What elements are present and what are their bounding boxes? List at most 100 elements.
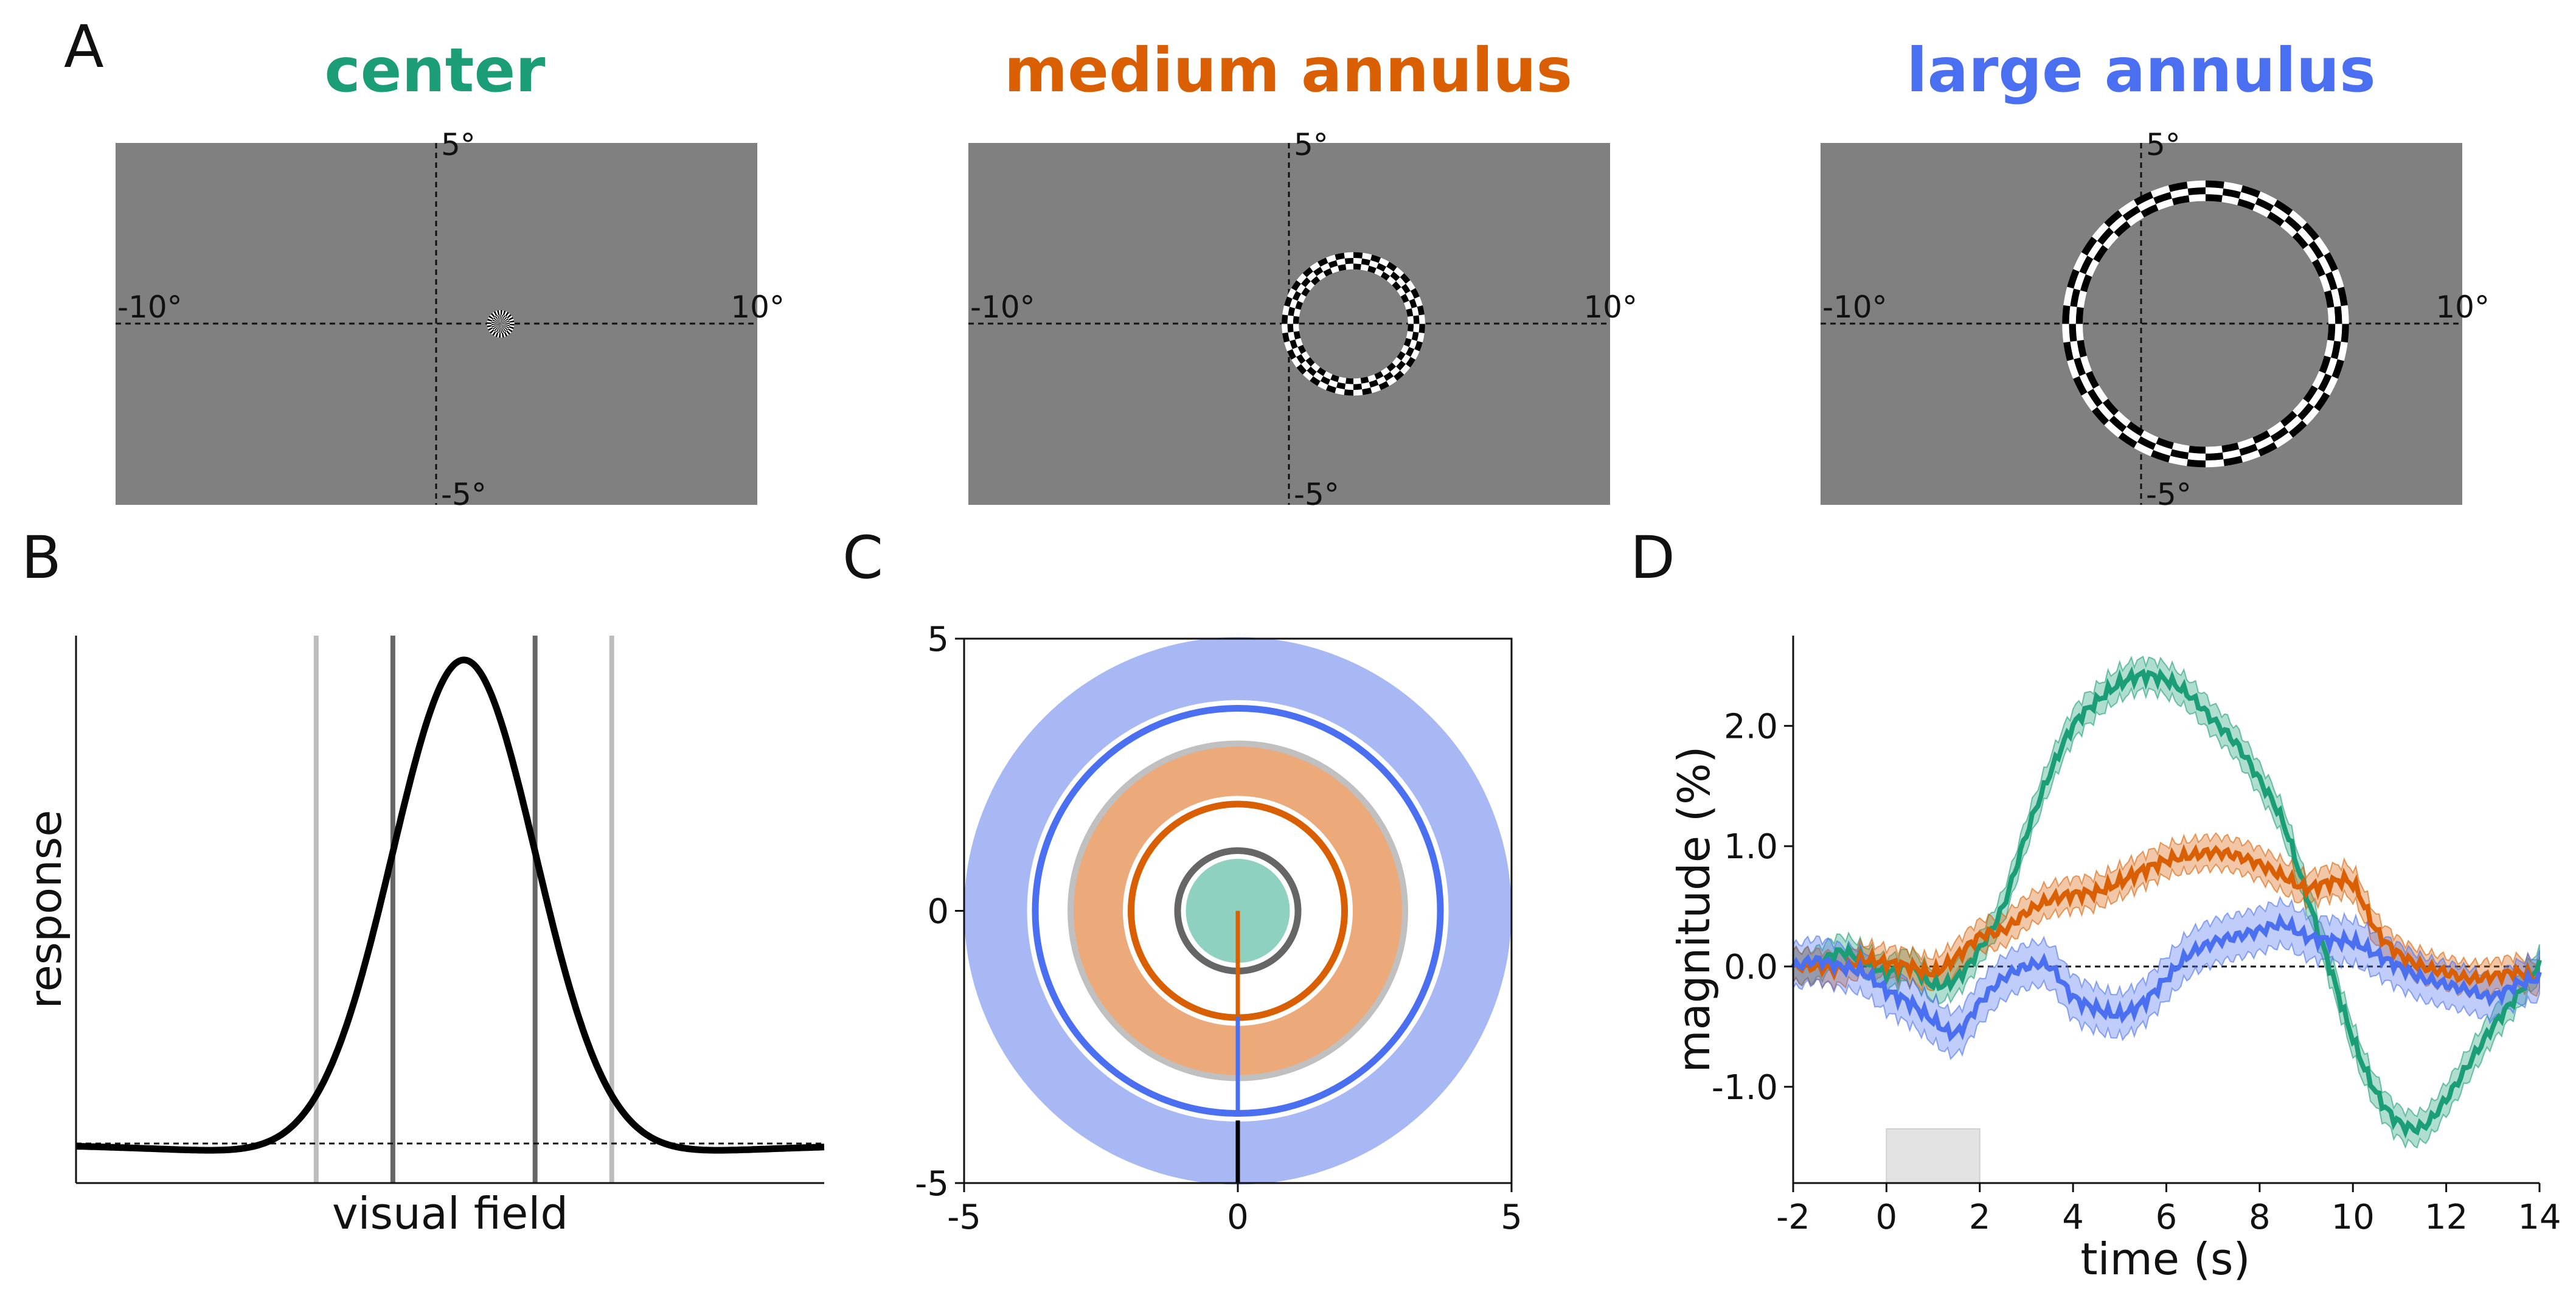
- checker-segment: [2081, 392, 2097, 411]
- checker-segment: [508, 327, 513, 331]
- checker-segment: [1417, 332, 1425, 343]
- checker-segment: [2189, 445, 2206, 454]
- checker-segment: [487, 324, 492, 326]
- panel-a: A center 5° -5° -10° 10° medium annulus …: [64, 13, 2490, 512]
- checker-segment: [2102, 398, 2119, 416]
- checker-segment: [1338, 264, 1347, 271]
- checker-segment: [2324, 252, 2338, 272]
- axis-label-bottom-center: -5°: [441, 477, 487, 512]
- checker-segment: [496, 327, 499, 333]
- checker-segment: [2308, 389, 2324, 408]
- axis-label-right-medium-annulus: 10°: [1583, 290, 1637, 325]
- d-series-line: [1791, 912, 2542, 1043]
- checker-segment: [1360, 377, 1369, 384]
- checker-segment: [505, 322, 510, 324]
- checker-segment: [2317, 255, 2332, 274]
- checker-segment: [501, 310, 502, 315]
- checker-segment: [1287, 349, 1297, 360]
- checker-segment: [1403, 300, 1412, 310]
- checker-segment: [501, 315, 504, 320]
- checker-segment: [2274, 432, 2293, 448]
- checker-segment: [1386, 262, 1397, 272]
- checker-segment: [2070, 288, 2080, 307]
- checker-segment: [1293, 308, 1301, 317]
- checker-segment: [2069, 306, 2077, 324]
- checker-segment: [1336, 382, 1346, 390]
- checker-segment: [490, 314, 495, 319]
- checker-segment: [506, 313, 510, 318]
- checker-segment: [2134, 191, 2154, 206]
- checker-segment: [1380, 367, 1390, 377]
- checker-segment: [501, 328, 503, 333]
- checker-segment: [501, 321, 504, 324]
- checker-segment: [2206, 180, 2224, 189]
- checker-segment: [1296, 273, 1307, 284]
- checker-segment: [495, 316, 499, 321]
- checker-segment: [2062, 324, 2071, 343]
- checker-segment: [1325, 384, 1336, 394]
- checker-segment: [1408, 324, 1414, 332]
- checker-segment: [2288, 210, 2307, 227]
- checker-segment: [1344, 257, 1353, 265]
- checker-segment: [1287, 315, 1294, 324]
- b-vertical-markers: [313, 636, 614, 1183]
- checker-segment: [498, 328, 501, 333]
- checker-segment: [496, 324, 501, 325]
- checker-segment: [1345, 263, 1353, 270]
- checker-segment: [488, 317, 493, 321]
- checker-segment: [2311, 259, 2326, 277]
- panel-label-a: A: [64, 13, 104, 81]
- checker-segment: [1316, 367, 1327, 377]
- checker-segment: [2206, 187, 2224, 196]
- checker-segment: [2292, 232, 2309, 249]
- checker-segment: [499, 319, 501, 324]
- checker-segment: [2093, 245, 2108, 263]
- checker-segment: [504, 317, 508, 321]
- checker-segment: [2134, 442, 2154, 457]
- checker-segment: [2137, 436, 2156, 450]
- checker-segment: [491, 320, 497, 323]
- checker-segment: [2237, 198, 2255, 210]
- checker-segment: [497, 315, 500, 320]
- checker-segment: [1320, 376, 1331, 385]
- checker-segment: [2075, 307, 2084, 324]
- checker-segment: [2153, 443, 2172, 456]
- checker-segment: [2126, 211, 2144, 227]
- checker-segment: [1418, 324, 1425, 333]
- d-x-label: time (s): [2080, 1234, 2250, 1285]
- checker-segment: [1397, 287, 1406, 297]
- checker-segment: [2252, 204, 2271, 218]
- panel-label-d: D: [1630, 524, 1675, 592]
- checker-segment: [1386, 276, 1397, 285]
- checker-segment: [504, 331, 508, 337]
- checker-segment: [1353, 257, 1363, 265]
- checker-segment: [1361, 382, 1371, 390]
- checker-segment: [1291, 280, 1301, 291]
- checker-segment: [1410, 288, 1420, 299]
- checker-segment: [1282, 332, 1290, 343]
- checker-segment: [491, 324, 496, 325]
- checker-segment: [509, 325, 515, 328]
- checker-segment: [1305, 357, 1315, 367]
- checker-segment: [1383, 266, 1394, 276]
- checker-segment: [2170, 188, 2189, 199]
- checker-segment: [494, 316, 498, 321]
- checker-segment: [1378, 257, 1389, 267]
- checker-segment: [494, 327, 498, 331]
- checker-segment: [2080, 274, 2092, 293]
- checker-segment: [496, 321, 501, 324]
- checker-segment: [1360, 264, 1369, 271]
- checker-segment: [1361, 258, 1371, 266]
- checker-segment: [1292, 291, 1302, 301]
- checker-segment: [2097, 403, 2114, 421]
- checker-segment: [1406, 280, 1416, 291]
- checker-segment: [1287, 324, 1294, 333]
- checker-segment: [504, 318, 509, 322]
- checker-segment: [491, 325, 497, 328]
- checker-segment: [2087, 240, 2103, 259]
- checker-segment: [1295, 300, 1304, 310]
- checker-segment: [1302, 370, 1313, 381]
- checker-segment: [2317, 373, 2332, 392]
- checker-segment: [2308, 240, 2324, 259]
- d-x-tick-label: 0: [1876, 1198, 1898, 1237]
